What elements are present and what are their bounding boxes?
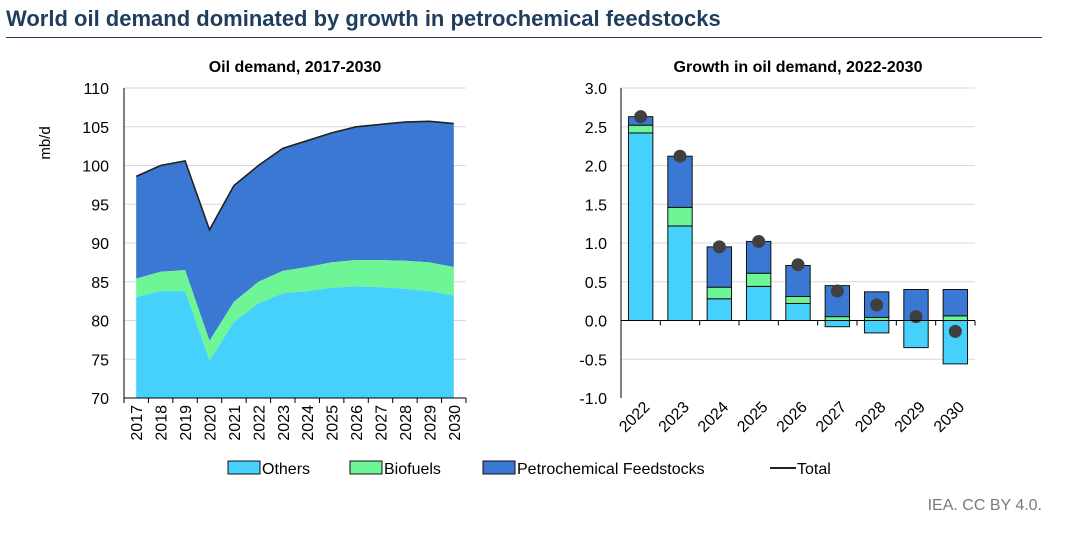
- chart-title: Oil demand, 2017-2030: [209, 59, 382, 76]
- x-tick-label: 2025: [325, 405, 342, 441]
- legend-others-label: Others: [262, 461, 310, 478]
- bar-others: [667, 225, 693, 321]
- y-tick-label: 70: [91, 391, 109, 408]
- bar-others: [863, 320, 890, 334]
- bar-others: [627, 132, 654, 321]
- bar-petrochemical-feedstocks: [942, 289, 969, 317]
- x-tick-label: 2030: [931, 399, 968, 436]
- y-tick-label: 90: [91, 236, 109, 253]
- title-rule: [6, 37, 1042, 38]
- oil-demand-area-chart: 70 75 80 85 90 95 100 105 110 2017 2018 2019 2020 202…: [37, 59, 467, 441]
- y-tick-label: 1.0: [585, 236, 607, 253]
- total-marker: [948, 324, 962, 338]
- y-tick-label: 80: [91, 314, 109, 331]
- x-tick-label: 2026: [774, 399, 811, 436]
- total-marker: [752, 234, 766, 248]
- legend-biofuels-label: Biofuels: [384, 461, 441, 478]
- y-axis-label: mb/d: [37, 126, 54, 159]
- total-marker: [870, 298, 884, 312]
- x-tick-label: 2025: [734, 399, 771, 436]
- total-marker: [830, 284, 844, 298]
- x-tick-label: 2020: [203, 405, 220, 441]
- x-tick-label: 2029: [892, 399, 929, 436]
- area-petrochemical-feedstocks: [136, 121, 454, 341]
- bar-biofuels: [942, 315, 969, 322]
- bar-biofuels: [667, 206, 693, 227]
- legend-others-swatch: [227, 460, 261, 475]
- bar-others: [903, 320, 929, 349]
- y-tick-label: 0.0: [585, 314, 607, 331]
- x-tick-label: 2030: [447, 405, 464, 441]
- x-tick-label: 2017: [129, 405, 146, 441]
- page-title: World oil demand dominated by growth in …: [6, 6, 721, 31]
- total-marker: [791, 258, 805, 272]
- area-biofuels: [136, 260, 454, 361]
- y-tick-label: 2.0: [585, 159, 607, 176]
- x-tick-label: 2027: [813, 399, 850, 436]
- x-tick-label: 2022: [251, 405, 268, 441]
- x-tick-label: 2023: [656, 399, 693, 436]
- y-tick-label: 100: [82, 159, 109, 176]
- x-tick-label: 2029: [422, 405, 439, 441]
- legend-biofuels-swatch: [349, 460, 383, 475]
- bar-biofuels: [627, 124, 654, 134]
- x-tick-label: 2026: [349, 405, 366, 441]
- bar-others: [785, 302, 811, 322]
- y-tick-label: 3.0: [585, 81, 607, 98]
- bar-biofuels: [824, 316, 851, 321]
- line-total: [135, 120, 454, 232]
- x-tick-label: 2024: [300, 405, 317, 441]
- y-tick-label: 110: [83, 81, 109, 98]
- legend-petrochemical-feedstocks-label: Petrochemical Feedstocks: [517, 461, 705, 478]
- total-marker: [673, 149, 687, 163]
- bar-others: [745, 285, 772, 321]
- legend: Others Biofuels Petrochemical Feedstocks To…: [227, 460, 831, 478]
- total-marker: [909, 310, 923, 324]
- chart-title: Growth in oil demand, 2022-2030: [674, 59, 923, 76]
- y-tick-label: 95: [91, 197, 109, 214]
- y-tick-label: -1.0: [579, 391, 607, 408]
- legend-petrochemical-feedstocks-swatch: [482, 460, 516, 475]
- bar-petrochemical-feedstocks: [706, 246, 733, 288]
- x-tick-label: 2027: [374, 405, 391, 441]
- bar-petrochemical-feedstocks: [667, 155, 693, 208]
- x-tick-label: 2022: [616, 399, 653, 436]
- bar-biofuels: [785, 295, 811, 304]
- y-tick-label: 105: [82, 120, 109, 137]
- y-tick-label: 2.5: [585, 120, 607, 137]
- area-others: [136, 286, 454, 398]
- y-tick-label: 1.5: [585, 197, 607, 214]
- legend-total-label: Total: [797, 461, 831, 478]
- source-credit: IEA. CC BY 4.0.: [927, 497, 1042, 514]
- x-tick-label: 2024: [695, 399, 732, 436]
- y-tick-label: 0.5: [585, 275, 607, 292]
- total-marker: [712, 240, 726, 254]
- total-marker: [634, 110, 648, 124]
- y-tick-label: -0.5: [579, 352, 607, 369]
- bar-others: [706, 298, 733, 321]
- bar-biofuels: [745, 272, 772, 287]
- y-tick-label: 85: [91, 275, 109, 292]
- bar-others: [824, 320, 851, 328]
- bar-biofuels: [706, 286, 733, 300]
- x-tick-label: 2028: [398, 405, 415, 441]
- x-tick-label: 2021: [227, 405, 244, 441]
- x-tick-label: 2023: [276, 405, 293, 441]
- x-tick-label: 2018: [154, 405, 171, 441]
- y-tick-label: 75: [91, 352, 109, 369]
- x-tick-label: 2028: [852, 399, 889, 436]
- x-tick-label: 2019: [178, 405, 195, 441]
